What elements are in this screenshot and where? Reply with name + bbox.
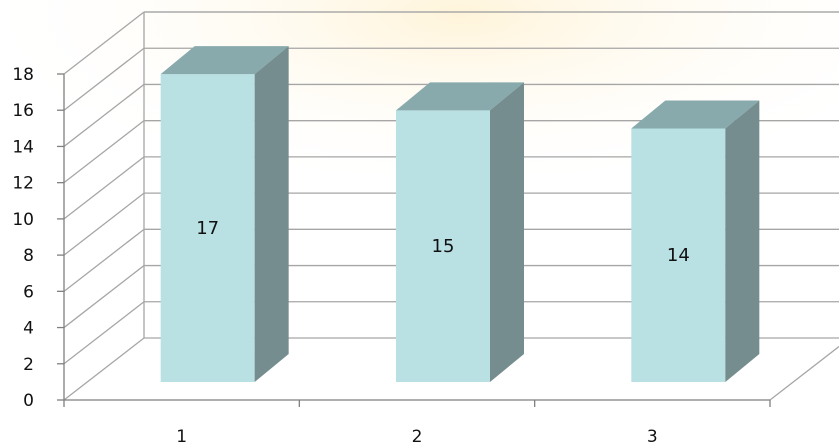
gridline-side-18 bbox=[63, 11, 145, 75]
bars: 17 15 14 bbox=[160, 46, 760, 382]
y-tick-label: 2 bbox=[23, 355, 34, 375]
gridline-side-2 bbox=[63, 301, 145, 365]
y-tick-label: 6 bbox=[23, 282, 34, 302]
data-label: 15 bbox=[432, 236, 455, 257]
data-label: 14 bbox=[667, 245, 690, 266]
bar-2 bbox=[396, 110, 490, 382]
data-label: 17 bbox=[196, 218, 219, 239]
gridline-side-10 bbox=[63, 156, 145, 220]
x-tick-label: 3 bbox=[647, 427, 658, 447]
y-tick-label: 14 bbox=[12, 137, 34, 157]
y-tick-label: 4 bbox=[23, 319, 34, 339]
bar-3 bbox=[631, 128, 726, 382]
bar-side-face-3 bbox=[725, 100, 760, 382]
gridline-side-12 bbox=[63, 120, 145, 184]
x-axis-ticks: 1 2 3 bbox=[63, 400, 771, 447]
bar-side-face-2 bbox=[490, 82, 524, 382]
gridline-side-16 bbox=[63, 47, 145, 111]
y-tick-label: 10 bbox=[12, 210, 34, 230]
gridline-side-8 bbox=[63, 192, 145, 256]
x-tick-label: 1 bbox=[176, 427, 187, 447]
bar-top-face-2 bbox=[396, 82, 524, 111]
bar-top-face-3 bbox=[631, 100, 760, 129]
bar-side-face-1 bbox=[254, 46, 289, 382]
y-tick-label: 0 bbox=[23, 391, 34, 411]
gridline-side-6 bbox=[63, 228, 145, 292]
gridline-side-14 bbox=[63, 83, 145, 147]
gridline-side-0 bbox=[63, 337, 145, 401]
gridline-side-4 bbox=[63, 265, 145, 329]
y-tick-label: 16 bbox=[12, 101, 34, 121]
bar-1 bbox=[160, 74, 255, 382]
bar-top-face-1 bbox=[160, 46, 289, 75]
x-tick-label: 2 bbox=[412, 427, 423, 447]
y-tick-label: 18 bbox=[12, 65, 34, 85]
y-axis-ticks: 0 2 4 6 8 10 12 14 16 18 bbox=[12, 65, 64, 411]
y-tick-label: 8 bbox=[23, 246, 34, 266]
y-tick-label: 12 bbox=[12, 174, 34, 194]
axes bbox=[63, 74, 770, 401]
floor-right-edge bbox=[769, 346, 839, 401]
